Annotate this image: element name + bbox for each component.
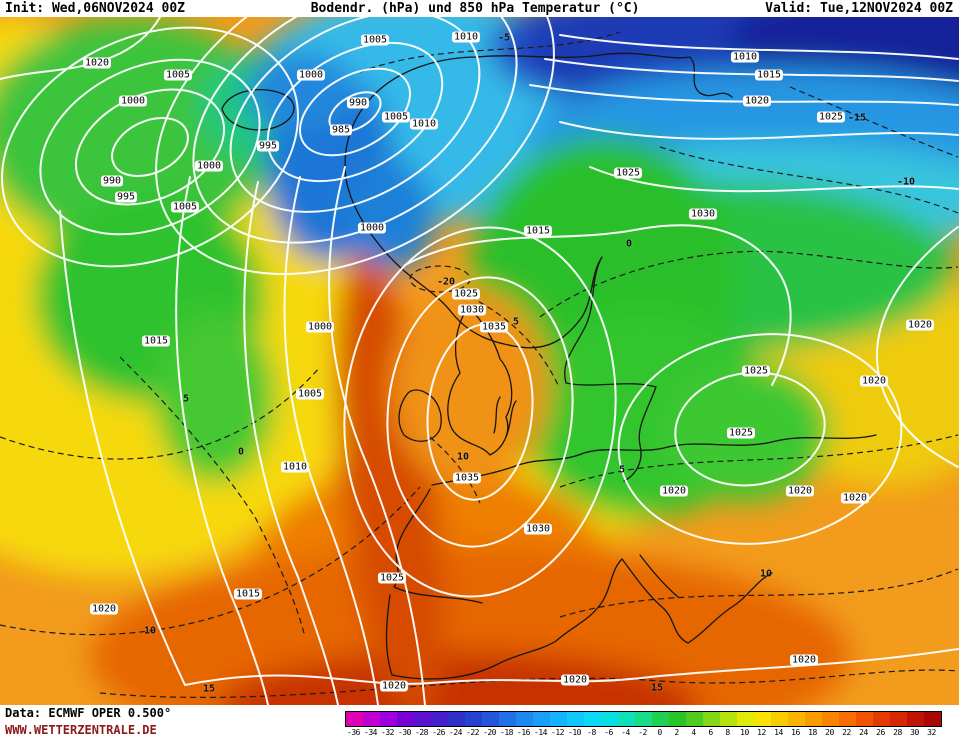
colorbar-tick: -18	[500, 728, 513, 737]
colorbar-tick: 8	[725, 728, 730, 737]
colorbar-cell	[550, 712, 567, 726]
colorbar-tick: 10	[740, 728, 749, 737]
colorbar-tick: -8	[587, 728, 596, 737]
colorbar-cell	[601, 712, 618, 726]
colorbar-cell	[499, 712, 516, 726]
colorbar-cell	[720, 712, 737, 726]
colorbar-cell	[890, 712, 907, 726]
colorbar-tick: 20	[825, 728, 834, 737]
isotherms	[0, 31, 959, 698]
colorbar-cell	[924, 712, 941, 726]
colorbar-cell	[856, 712, 873, 726]
colorbar-cells	[345, 711, 942, 727]
colorbar-cell	[873, 712, 890, 726]
colorbar-tick: 4	[691, 728, 696, 737]
colorbar-cell	[482, 712, 499, 726]
colorbar-tick: 32	[927, 728, 936, 737]
colorbar-tick: 22	[842, 728, 851, 737]
colorbar-tick: -20	[483, 728, 496, 737]
colorbar-cell	[805, 712, 822, 726]
colorbar-cell	[703, 712, 720, 726]
colorbar-tick: -14	[534, 728, 547, 737]
colorbar-cell	[907, 712, 924, 726]
colorbar-cell	[516, 712, 533, 726]
colorbar-tick: -28	[415, 728, 428, 737]
colorbar-cell	[737, 712, 754, 726]
colorbar-cell	[431, 712, 448, 726]
colorbar-tick: -22	[466, 728, 479, 737]
colorbar-tick: -30	[398, 728, 411, 737]
colorbar-tick: 18	[808, 728, 817, 737]
isobars	[0, 17, 959, 705]
colorbar-cell	[533, 712, 550, 726]
colorbar-tick: -24	[449, 728, 462, 737]
colorbar-tick: -4	[621, 728, 630, 737]
valid-label: Valid: Tue,12NOV2024 00Z	[765, 1, 953, 16]
colorbar-tick: -10	[568, 728, 581, 737]
header-bar: Init: Wed,06NOV2024 00Z Bodendr. (hPa) u…	[0, 0, 959, 17]
init-label: Init: Wed,06NOV2024 00Z	[5, 1, 186, 16]
colorbar-cell	[363, 712, 380, 726]
colorbar-tick: 28	[893, 728, 902, 737]
data-source-label: Data: ECMWF OPER 0.500°	[5, 706, 172, 720]
colorbar-cell	[584, 712, 601, 726]
colorbar-tick: -26	[432, 728, 445, 737]
website-label: WWW.WETTERZENTRALE.DE	[5, 723, 157, 737]
page-title: Bodendr. (hPa) und 850 hPa Temperatur (°…	[310, 1, 640, 16]
colorbar-cell	[567, 712, 584, 726]
colorbar-cell	[686, 712, 703, 726]
colorbar-cell	[414, 712, 431, 726]
colorbar-tick: 6	[708, 728, 713, 737]
colorbar-cell	[771, 712, 788, 726]
colorbar-cell	[652, 712, 669, 726]
colorbar-tick: 30	[910, 728, 919, 737]
colorbar-tick: 2	[674, 728, 679, 737]
colorbar-cell	[635, 712, 652, 726]
colorbar-cell	[754, 712, 771, 726]
colorbar-cell	[448, 712, 465, 726]
colorbar-tick: -36	[347, 728, 360, 737]
colorbar-cell	[465, 712, 482, 726]
colorbar-tick: 16	[791, 728, 800, 737]
colorbar-tick: 14	[774, 728, 783, 737]
colorbar-cell	[839, 712, 856, 726]
colorbar-tick: -12	[551, 728, 564, 737]
colorbar-tick: -16	[517, 728, 530, 737]
colorbar-cell	[822, 712, 839, 726]
colorbar-tick: -6	[604, 728, 613, 737]
colorbar-tick: 26	[876, 728, 885, 737]
colorbar-cell	[669, 712, 686, 726]
colorbar-tick: 12	[757, 728, 766, 737]
colorbar-tick: 0	[657, 728, 662, 737]
weather-map	[0, 17, 959, 705]
colorbar-tick: -2	[638, 728, 647, 737]
footer-bar: Data: ECMWF OPER 0.500° WWW.WETTERZENTRA…	[0, 705, 959, 741]
colorbar-tick: -32	[381, 728, 394, 737]
weather-map-svg	[0, 17, 959, 705]
coastlines	[221, 52, 877, 680]
colorbar-cell	[397, 712, 414, 726]
colorbar-cell	[380, 712, 397, 726]
colorbar-cell	[788, 712, 805, 726]
colorbar-cell	[346, 712, 363, 726]
colorbar: -36 -34 -32 -30 -28 -26 -24 -22 -20 -18 -16 -14 -12-…	[345, 711, 942, 738]
colorbar-tick: 24	[859, 728, 868, 737]
colorbar-ticks: -36 -34 -32 -30 -28 -26 -24 -22 -20 -18 -16 -14 -12-…	[345, 727, 942, 738]
colorbar-tick: -34	[364, 728, 377, 737]
colorbar-cell	[618, 712, 635, 726]
